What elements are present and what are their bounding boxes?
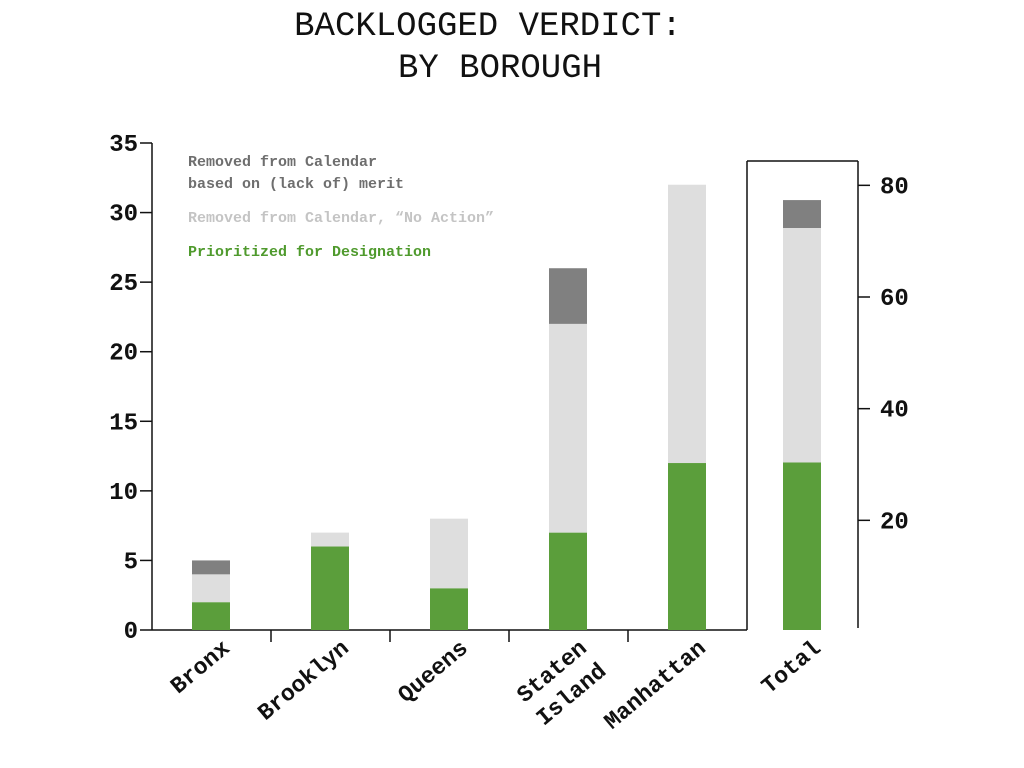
bar-segment <box>192 602 230 630</box>
x-tick-label: Bronx <box>166 635 236 699</box>
y-tick-label: 35 <box>109 132 138 159</box>
x-tick-label-line: Bronx <box>166 635 236 699</box>
legend-entry: based on (lack of) merit <box>188 176 404 193</box>
total-bar-segment <box>783 462 821 630</box>
bar-segment <box>311 532 349 547</box>
y-tick-label: 0 <box>124 619 138 646</box>
y-tick-label: 5 <box>124 549 138 576</box>
bar-segment <box>430 518 468 589</box>
total-label: Total <box>757 635 827 699</box>
x-tick-label: Queens <box>393 635 473 708</box>
bar-segment <box>549 532 587 630</box>
y-tick-label: 10 <box>109 480 138 507</box>
legend-entry: Prioritized for Designation <box>188 244 431 261</box>
bar-segment <box>192 560 230 575</box>
x-tick-label: StatenIsland <box>512 635 611 731</box>
chart-title-line-1: BACKLOGGED VERDICT: <box>294 8 682 46</box>
x-tick-label-line: Brooklyn <box>253 635 354 726</box>
x-tick-label-line: Manhattan <box>600 635 712 735</box>
y-tick-label: 30 <box>109 202 138 229</box>
bar-segment <box>311 546 349 630</box>
legend-entry: Removed from Calendar <box>188 154 377 171</box>
y-tick-label: 15 <box>109 410 138 437</box>
bar-segment <box>430 588 468 630</box>
x-tick-label: Brooklyn <box>253 635 354 726</box>
y-right-tick-label: 40 <box>880 398 909 425</box>
bar-segment <box>192 574 230 603</box>
x-tick-label-line: Queens <box>393 635 473 708</box>
y-right-tick-label: 20 <box>880 509 909 536</box>
x-tick-label: Manhattan <box>600 635 712 735</box>
total-bar-segment <box>783 200 821 228</box>
bar-segment <box>549 323 587 533</box>
bar-segment <box>549 268 587 324</box>
bar-segment <box>668 184 706 464</box>
chart-title-line-2: BY BOROUGH <box>398 50 602 88</box>
y-right-tick-label: 60 <box>880 286 909 313</box>
y-tick-label: 20 <box>109 341 138 368</box>
y-tick-label: 25 <box>109 271 138 298</box>
bar-segment <box>668 463 706 630</box>
total-bar-segment <box>783 228 821 463</box>
plot-area: 0 5 10 15 20 25 30 35 Bronx Brooklyn Queens StatenI… <box>109 132 909 735</box>
y-right-tick-label: 80 <box>880 174 909 201</box>
legend-entry: Removed from Calendar, “No Action” <box>188 210 494 227</box>
